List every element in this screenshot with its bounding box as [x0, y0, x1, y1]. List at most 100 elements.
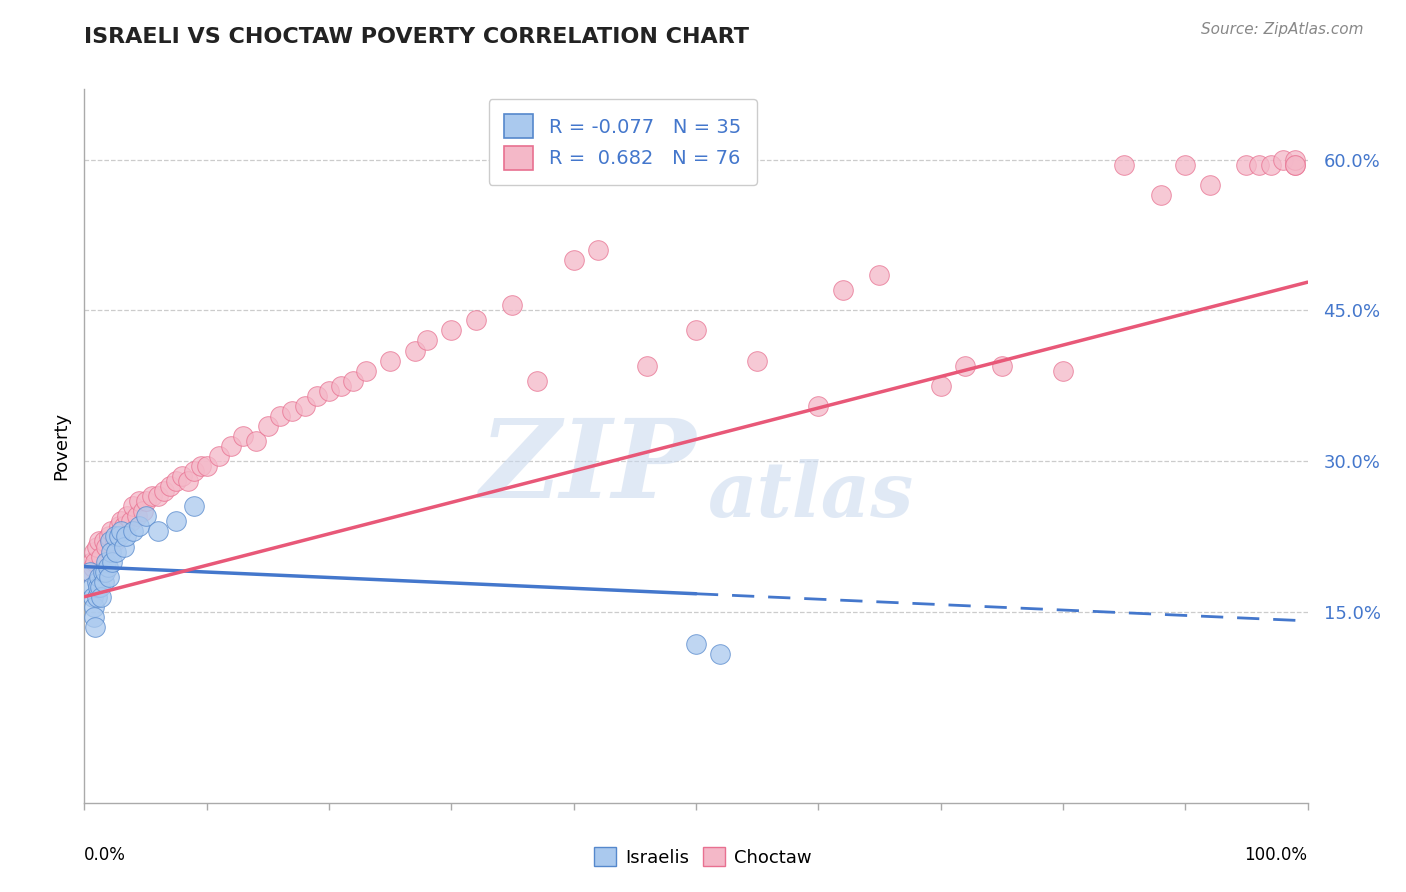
Point: [354, 363, 377, 377]
Point: [685, 637, 707, 651]
Point: [380, 353, 402, 368]
Point: [135, 509, 157, 524]
Point: [100, 544, 122, 558]
Point: [80, 580, 103, 594]
Point: [105, 544, 128, 558]
Point: [86, 540, 108, 554]
Point: [112, 519, 135, 533]
Point: [195, 459, 218, 474]
Point: [269, 409, 291, 423]
Point: [1272, 153, 1295, 167]
Point: [219, 439, 242, 453]
Point: [177, 474, 200, 488]
Point: [586, 243, 609, 257]
Point: [97, 559, 120, 574]
Point: [342, 374, 364, 388]
Point: [807, 399, 830, 413]
Point: [208, 449, 231, 463]
Point: [1174, 158, 1197, 172]
Point: [93, 574, 115, 589]
Point: [245, 434, 267, 448]
Point: [1114, 158, 1136, 172]
Point: [96, 540, 118, 554]
Text: ZIP: ZIP: [479, 414, 696, 521]
Point: [330, 378, 353, 392]
Point: [100, 524, 122, 539]
Point: [747, 353, 769, 368]
Point: [94, 565, 117, 579]
Point: [104, 534, 127, 549]
Point: [190, 459, 212, 474]
Point: [90, 590, 112, 604]
Point: [135, 494, 157, 508]
Point: [84, 555, 107, 569]
Text: 0.0%: 0.0%: [84, 846, 127, 863]
Point: [159, 479, 181, 493]
Point: [86, 590, 108, 604]
Point: [96, 555, 118, 569]
Point: [709, 647, 731, 661]
Point: [87, 534, 110, 549]
Point: [107, 519, 129, 533]
Point: [1052, 363, 1074, 377]
Point: [104, 529, 127, 543]
Point: [115, 529, 138, 543]
Point: [1260, 158, 1282, 172]
Point: [1284, 158, 1306, 172]
Point: [83, 544, 105, 558]
Point: [93, 534, 115, 549]
Point: [232, 429, 254, 443]
Point: [97, 529, 120, 543]
Point: [97, 569, 120, 583]
Point: [929, 378, 952, 392]
Point: [110, 515, 132, 529]
Point: [112, 540, 135, 554]
Text: 100.0%: 100.0%: [1244, 846, 1308, 863]
Point: [1247, 158, 1270, 172]
Point: [91, 565, 114, 579]
Point: [991, 359, 1014, 373]
Point: [294, 399, 316, 413]
Point: [440, 323, 463, 337]
Point: [183, 464, 205, 478]
Point: [464, 313, 486, 327]
Point: [257, 418, 280, 433]
Point: [502, 298, 524, 312]
Text: ISRAELI VS CHOCTAW POVERTY CORRELATION CHART: ISRAELI VS CHOCTAW POVERTY CORRELATION C…: [84, 27, 749, 46]
Point: [107, 529, 129, 543]
Point: [1150, 187, 1173, 202]
Point: [82, 590, 104, 604]
Point: [1236, 158, 1258, 172]
Point: [87, 580, 110, 594]
Point: [132, 504, 155, 518]
Point: [318, 384, 340, 398]
Point: [122, 524, 145, 539]
Point: [869, 268, 891, 282]
Text: Source: ZipAtlas.com: Source: ZipAtlas.com: [1201, 22, 1364, 37]
Point: [101, 555, 124, 569]
Point: [86, 574, 108, 589]
Point: [141, 489, 163, 503]
Point: [83, 599, 105, 614]
Point: [183, 500, 205, 514]
Point: [685, 323, 707, 337]
Point: [165, 474, 187, 488]
Point: [87, 569, 110, 583]
Point: [416, 334, 439, 348]
Point: [562, 253, 585, 268]
Text: atlas: atlas: [709, 459, 914, 533]
Point: [83, 610, 105, 624]
Point: [404, 343, 426, 358]
Point: [128, 519, 150, 533]
Point: [90, 549, 112, 564]
Point: [120, 515, 142, 529]
Point: [165, 515, 187, 529]
Point: [110, 524, 132, 539]
Point: [526, 374, 548, 388]
Point: [153, 484, 176, 499]
Point: [305, 389, 328, 403]
Legend: Israelis, Choctaw: Israelis, Choctaw: [588, 840, 818, 874]
Point: [146, 524, 169, 539]
Point: [125, 509, 148, 524]
Point: [831, 283, 853, 297]
